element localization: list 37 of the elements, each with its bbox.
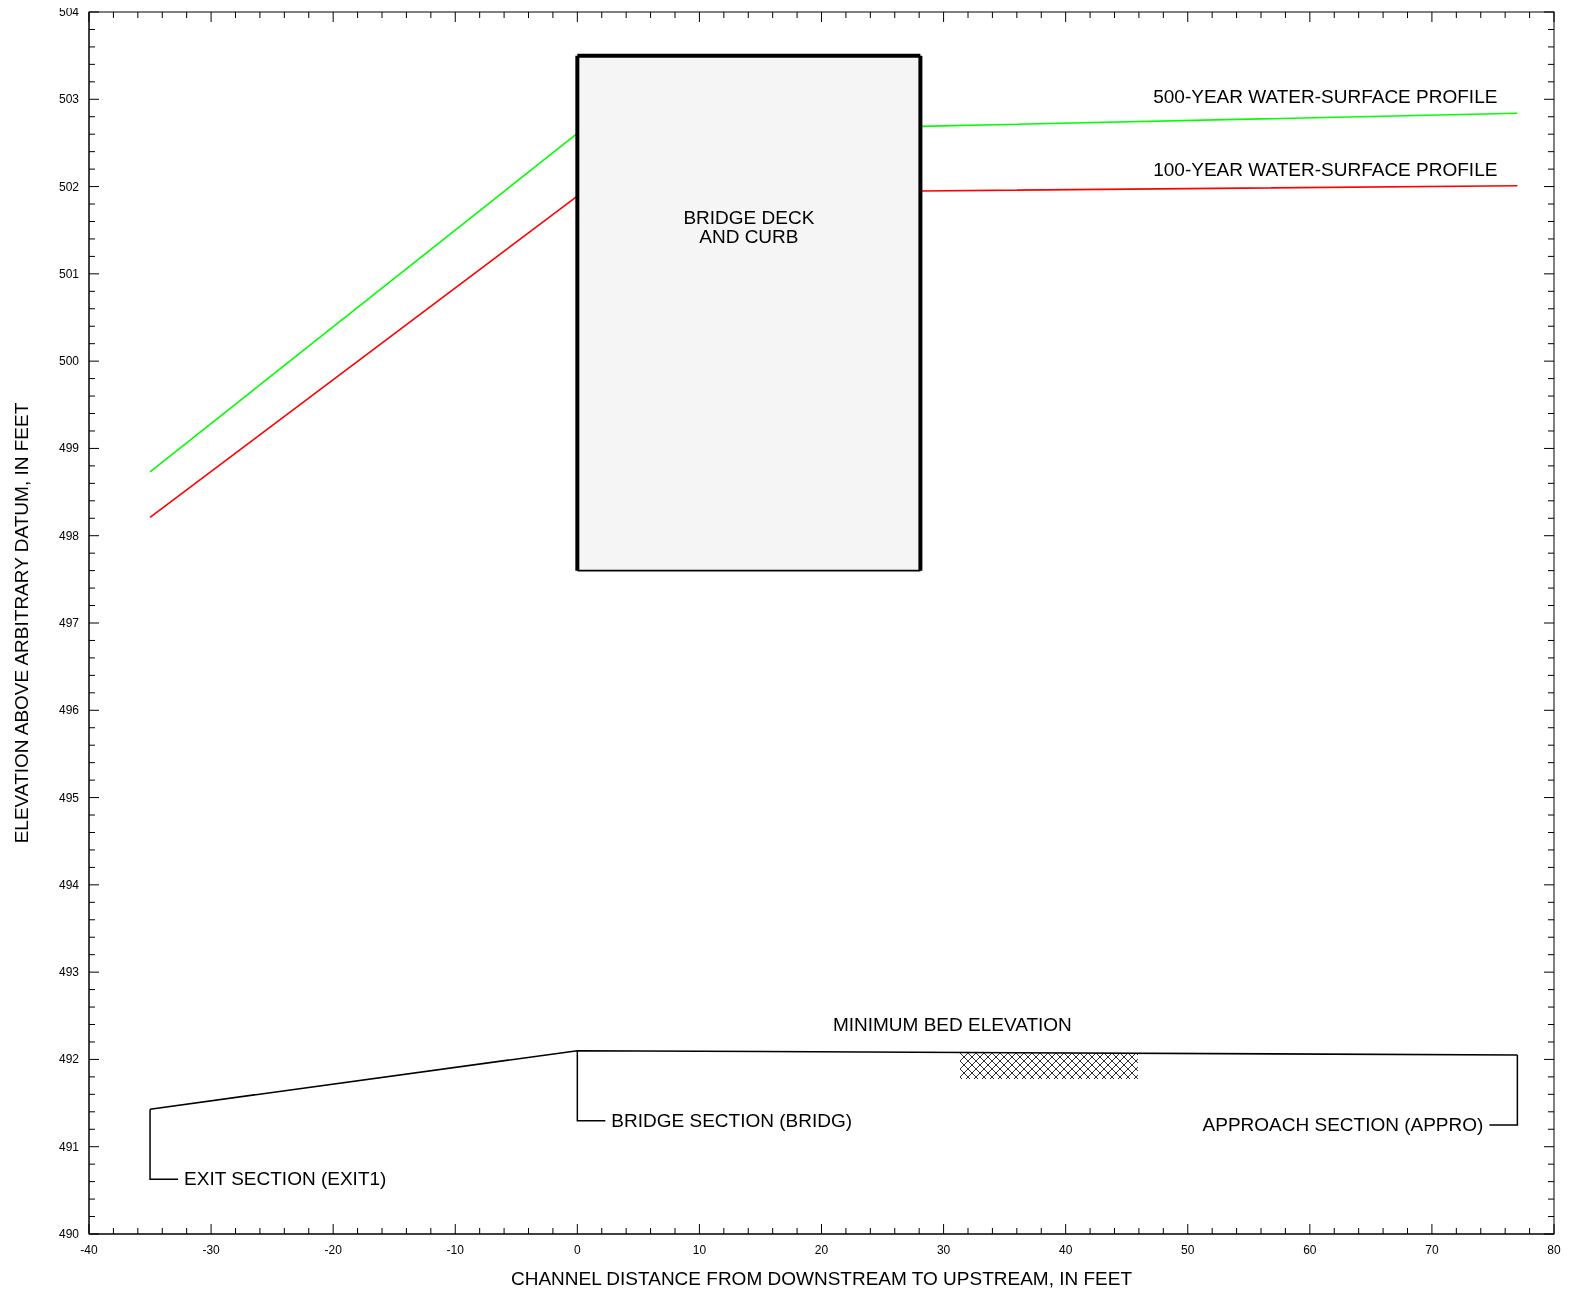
x-tick-label: 60 (1303, 1243, 1317, 1257)
y-tick-label: 504 (58, 5, 80, 19)
x-tick-label: 80 (1547, 1243, 1561, 1257)
x-tick-label: 20 (814, 1243, 829, 1257)
y-tick-label: 502 (58, 179, 80, 194)
x-tick-label: 10 (692, 1243, 707, 1257)
y-tick-label: 490 (58, 1227, 80, 1241)
x-tick-label: -10 (446, 1243, 465, 1257)
y-tick-label: 501 (58, 266, 80, 281)
y-tick-label: 498 (58, 528, 80, 543)
y-tick-label: 493 (58, 965, 80, 980)
y-tick-label: 495 (58, 790, 80, 805)
x-tick-label: 0 (573, 1243, 581, 1257)
y-tick-label: 500 (58, 354, 80, 369)
series-label: 500-YEAR WATER-SURFACE PROFILE (1153, 86, 1498, 108)
series-label: MINIMUM BED ELEVATION (832, 1013, 1072, 1035)
y-tick-label: 497 (58, 616, 80, 630)
y-tick-label: 496 (58, 703, 80, 718)
y-axis-title: ELEVATION ABOVE ARBITRARY DATUM, IN FEET (11, 402, 32, 844)
y-tick-label: 494 (58, 877, 80, 892)
annotation: BRIDGE SECTION (BRIDG) (611, 1109, 853, 1131)
x-tick-label: -30 (202, 1243, 221, 1257)
x-tick-label: 40 (1058, 1243, 1073, 1257)
x-tick-label: 50 (1181, 1243, 1195, 1257)
x-tick-label: -40 (80, 1243, 98, 1257)
y-tick-label: 492 (58, 1052, 80, 1067)
annotation: EXIT SECTION (EXIT1) (184, 1168, 387, 1190)
annotation: APPROACH SECTION (APPRO) (1202, 1114, 1484, 1136)
annotation: BRIDGE DECK AND CURB (683, 206, 815, 247)
y-tick-label: 491 (58, 1139, 80, 1154)
y-tick-label: 503 (58, 92, 80, 107)
series-label: 100-YEAR WATER-SURFACE PROFILE (1153, 158, 1498, 180)
x-tick-label: 30 (936, 1243, 951, 1257)
y-tick-label: 499 (58, 441, 80, 456)
x-tick-label: -20 (324, 1243, 343, 1257)
x-axis-title: CHANNEL DISTANCE FROM DOWNSTREAM TO UPSTREAM, IN FEET (510, 1268, 1133, 1289)
x-tick-label: 70 (1425, 1243, 1439, 1257)
